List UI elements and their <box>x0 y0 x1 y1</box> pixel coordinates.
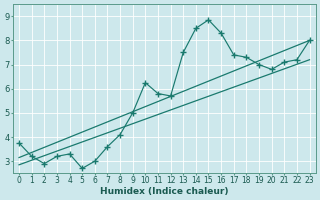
X-axis label: Humidex (Indice chaleur): Humidex (Indice chaleur) <box>100 187 228 196</box>
